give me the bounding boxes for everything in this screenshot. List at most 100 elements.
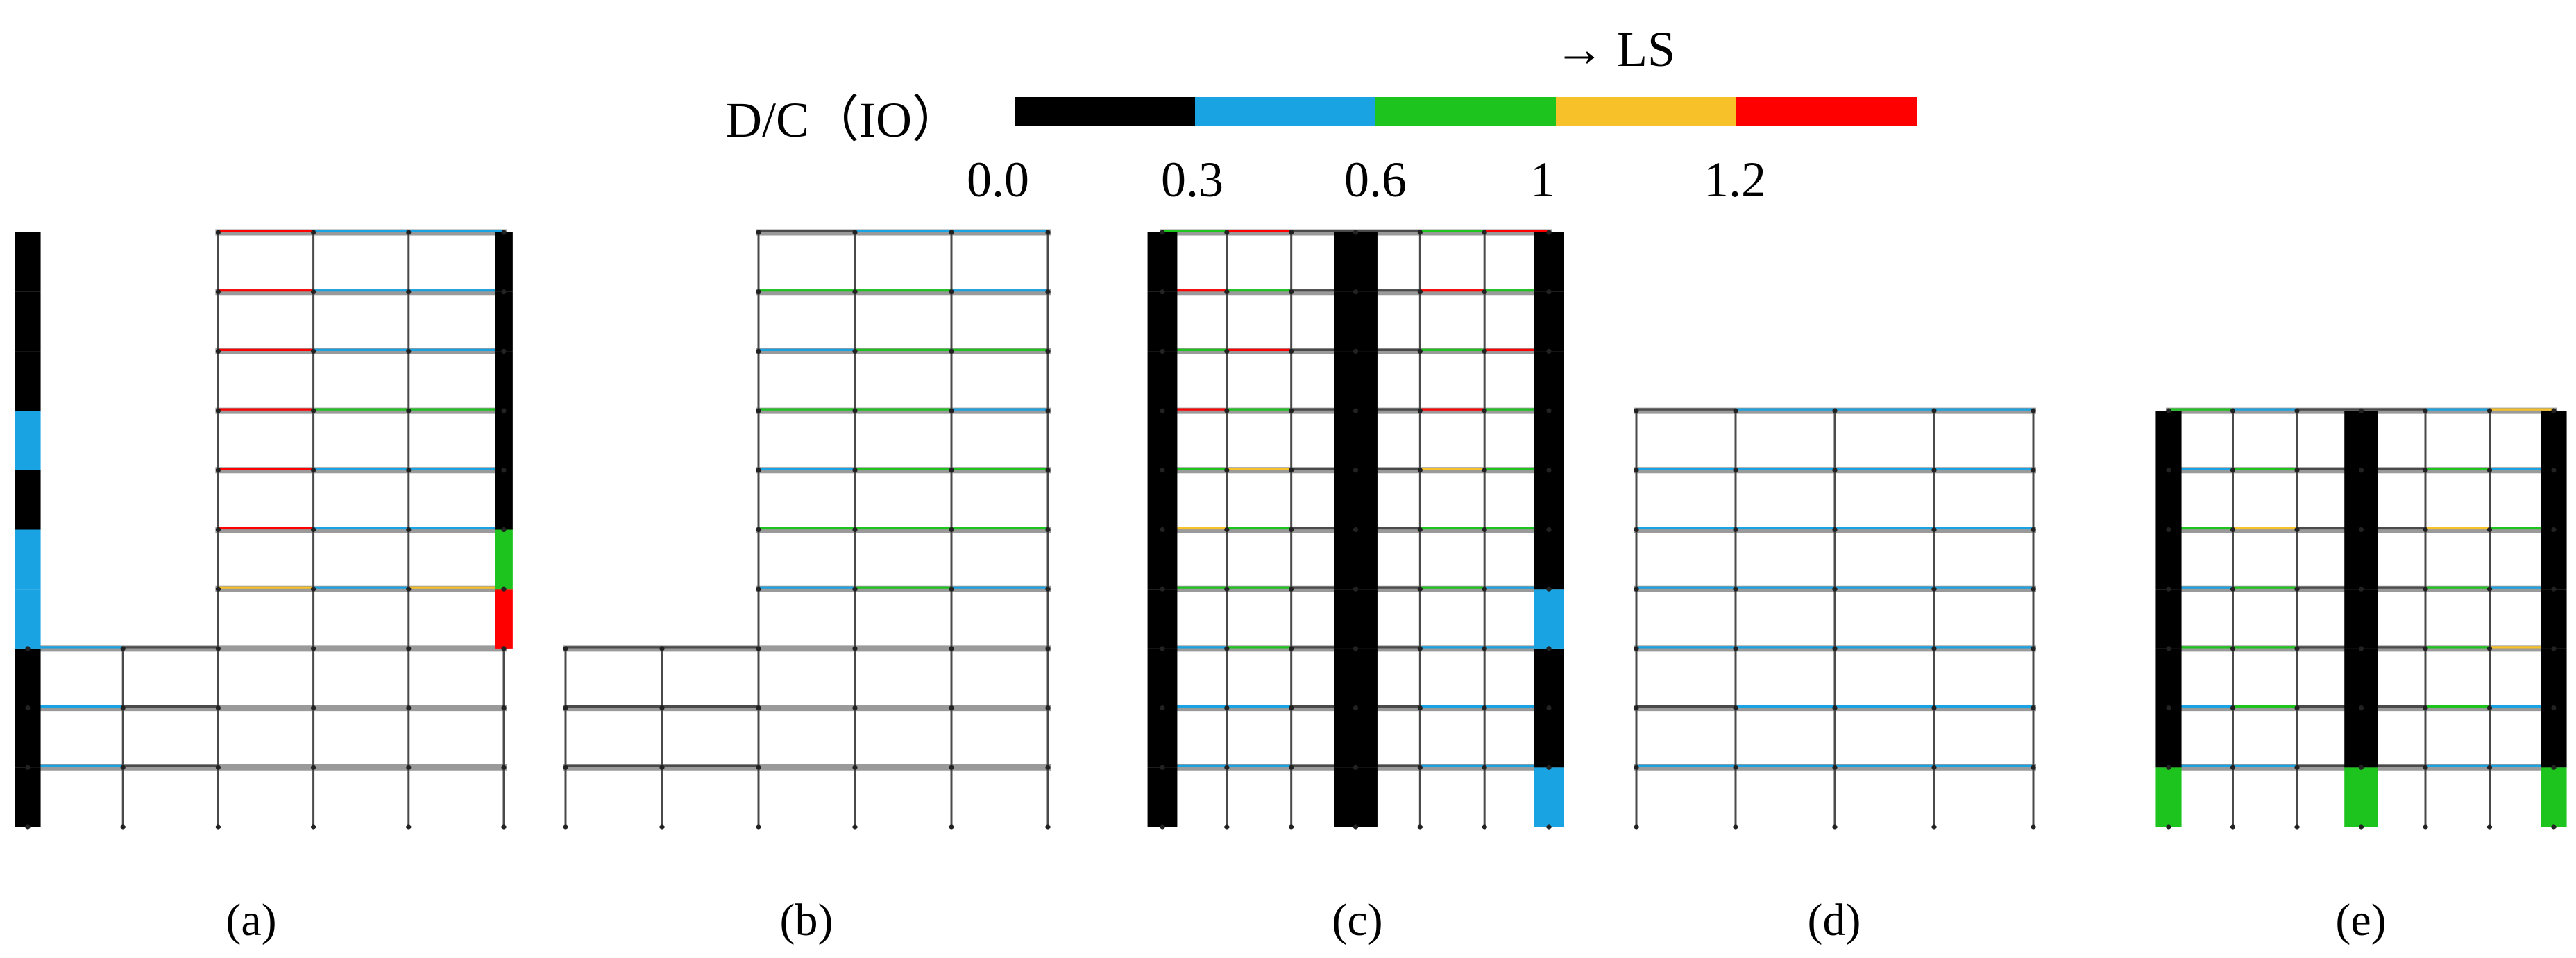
wall-3-story-1 [1534, 767, 1564, 827]
node [25, 824, 31, 830]
wall-1-story-7 [2155, 411, 2182, 470]
node [1832, 646, 1838, 651]
wall-1-story-9 [15, 291, 41, 352]
node [120, 764, 126, 770]
node [1417, 348, 1423, 354]
node [406, 646, 412, 651]
node [501, 705, 507, 711]
node [2230, 408, 2236, 413]
wall-1-story-2 [2155, 708, 2182, 768]
node [2294, 468, 2300, 473]
wall-1-story-6 [15, 470, 41, 530]
node [1224, 646, 1230, 651]
node [852, 468, 858, 473]
node [1931, 527, 1937, 533]
nodes [2166, 408, 2557, 830]
node [1634, 408, 1639, 413]
node [1546, 824, 1552, 830]
node [2358, 408, 2364, 413]
wall-2-story-6 [1334, 470, 1378, 530]
node [2294, 764, 2300, 770]
node [1289, 468, 1294, 473]
wall-1-story-4 [1147, 589, 1178, 649]
nodes [1634, 408, 2036, 830]
node [2294, 527, 2300, 533]
node [501, 764, 507, 770]
node [1634, 705, 1639, 711]
node [1417, 646, 1423, 651]
node [1160, 586, 1165, 592]
node [406, 348, 412, 354]
node [2358, 468, 2364, 473]
wall-2-story-5 [495, 529, 513, 590]
panel-e: (e) [2155, 407, 2567, 946]
node [215, 764, 221, 770]
node [1224, 705, 1230, 711]
legend-color-bar [1015, 97, 1917, 126]
node [1160, 289, 1165, 295]
node [501, 824, 507, 830]
node [756, 289, 761, 295]
wall-2-story-4 [1334, 589, 1378, 649]
legend-segment-4 [1556, 97, 1736, 126]
columns [1635, 411, 2035, 827]
node [1289, 527, 1294, 533]
wall-2-story-7 [1334, 411, 1378, 470]
node [215, 705, 221, 711]
node [1634, 824, 1639, 830]
node [311, 289, 316, 295]
wall-1-story-6 [2155, 470, 2182, 530]
node [1546, 408, 1552, 413]
node [215, 586, 221, 592]
wall-1-story-5 [2155, 529, 2182, 590]
wall-2-story-6 [495, 470, 513, 530]
node [949, 764, 954, 770]
node [563, 646, 568, 651]
node [949, 408, 954, 413]
node [1160, 230, 1165, 235]
node [852, 230, 858, 235]
node [1417, 468, 1423, 473]
node [1634, 586, 1639, 592]
node [1160, 764, 1165, 770]
wall-1-story-3 [15, 648, 41, 708]
node [1546, 289, 1552, 295]
wall-3-story-5 [1534, 529, 1564, 590]
node [949, 348, 954, 354]
node [949, 824, 954, 830]
floor-lines [563, 229, 1051, 771]
node [659, 646, 665, 651]
node [2166, 824, 2171, 830]
node [756, 764, 761, 770]
node [1733, 646, 1738, 651]
node [2166, 586, 2171, 592]
node [2294, 824, 2300, 830]
node [1160, 408, 1165, 413]
node [563, 824, 568, 830]
node [1289, 289, 1294, 295]
node [120, 646, 126, 651]
node [1482, 468, 1487, 473]
node [2031, 527, 2036, 533]
node [1224, 527, 1230, 533]
wall-2-story-5 [1334, 529, 1378, 590]
node [406, 705, 412, 711]
node [1289, 646, 1294, 651]
node [2486, 527, 2493, 533]
node [1832, 705, 1838, 711]
node [25, 646, 31, 651]
wall-2-story-4 [2344, 589, 2378, 649]
node [1634, 764, 1639, 770]
node [1733, 586, 1738, 592]
legend-segment-5 [1736, 97, 1917, 126]
node [1353, 408, 1359, 413]
node [1353, 527, 1359, 533]
node [1733, 468, 1738, 473]
node [1733, 824, 1738, 830]
node [1546, 705, 1552, 711]
node [406, 764, 412, 770]
shear-walls [2155, 411, 2567, 827]
node [311, 764, 316, 770]
node [2551, 646, 2557, 651]
node [2486, 646, 2493, 651]
